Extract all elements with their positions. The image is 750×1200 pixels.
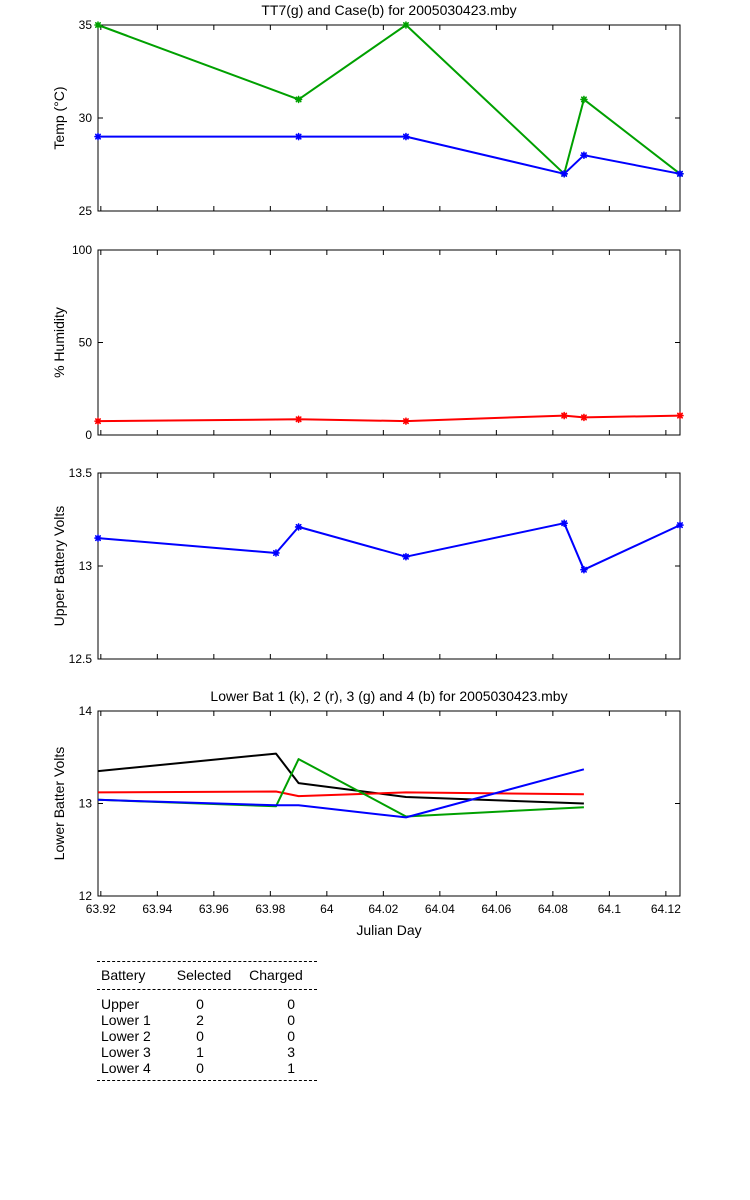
row-charged: 1 — [287, 1060, 295, 1076]
lower-battery-series-line-4 — [97, 768, 585, 819]
header-battery: Battery — [101, 967, 146, 983]
temperature-data-point — [402, 132, 410, 141]
table-row: Lower 1 2 0 — [97, 1012, 317, 1028]
x-tick-label: 64.1 — [598, 902, 622, 916]
humidity-data-point — [94, 417, 102, 425]
upper-battery-data-point — [94, 534, 102, 542]
x-tick-label: 64.08 — [538, 902, 568, 916]
upper-battery-data-point — [294, 523, 303, 531]
humidity-data-point — [560, 411, 568, 420]
humidity-chart: 0 50 100 % Humidity — [51, 243, 684, 442]
x-tick-label: 64.06 — [481, 902, 511, 916]
x-tick-label: 63.92 — [86, 902, 116, 916]
temperature-data-point — [94, 132, 102, 141]
temperature-data-point — [94, 21, 102, 29]
row-selected: 1 — [196, 1044, 204, 1060]
x-tick-label: 63.94 — [142, 902, 172, 916]
row-charged: 0 — [287, 996, 295, 1012]
humidity-y-axis-label: % Humidity — [51, 307, 67, 378]
lower-battery-series-line-1 — [97, 752, 584, 805]
y-tick-label: 35 — [79, 18, 93, 32]
row-selected: 0 — [196, 1060, 204, 1076]
upper-battery-data-point — [560, 519, 568, 528]
temperature-data-point — [402, 21, 410, 29]
y-tick-label: 13.5 — [69, 466, 93, 480]
row-battery: Lower 3 — [101, 1044, 151, 1060]
x-tick-label: 64.02 — [368, 902, 398, 916]
lower-battery-axes-frame — [97, 710, 681, 897]
y-tick-label: 12.5 — [69, 652, 93, 666]
temperature-axes-frame — [97, 24, 681, 212]
y-tick-label: 30 — [79, 111, 93, 125]
lower-battery-chart: 63.92 63.94 63.96 63.98 64 64.02 64.04 64.06 64.… — [51, 688, 681, 938]
temperature-chart: 25 30 35 TT7(g) and Case(b) for 2005030423.… — [51, 2, 684, 218]
upper-battery-y-axis-label: Upper Battery Volts — [51, 506, 67, 627]
humidity-data-point — [294, 415, 303, 424]
table-row: Upper 0 0 — [97, 996, 317, 1012]
y-tick-label: 14 — [79, 704, 93, 718]
temperature-y-axis-label: Temp (°C) — [51, 86, 67, 149]
battery-table: Battery Selected Charged Upper 0 0 Lower… — [97, 961, 317, 1081]
temperature-data-point — [560, 170, 568, 178]
humidity-data-point — [402, 417, 410, 425]
row-selected: 2 — [196, 1012, 204, 1028]
upper-battery-chart: 12.5 13 13.5 Upper Battery Volts — [51, 466, 684, 666]
lower-battery-title: Lower Bat 1 (k), 2 (r), 3 (g) and 4 (b) … — [210, 688, 567, 704]
table-row: Lower 4 0 1 — [97, 1060, 317, 1076]
temperature-data-point — [580, 151, 588, 159]
x-tick-label: 64.04 — [425, 902, 455, 916]
row-selected: 0 — [196, 1028, 204, 1044]
temperature-data-point — [676, 170, 684, 178]
y-tick-label: 0 — [85, 428, 92, 442]
lower-battery-x-axis-label: Julian Day — [356, 922, 421, 938]
y-tick-label: 50 — [79, 336, 93, 350]
table-header-row: Battery Selected Charged — [97, 962, 317, 989]
table-body: Upper 0 0 Lower 1 2 0 Lower 2 0 0 Lower … — [97, 990, 317, 1080]
temperature-data-point — [294, 132, 303, 141]
y-tick-label: 13 — [79, 559, 93, 573]
temperature-series-line-1 — [97, 24, 681, 175]
row-charged: 0 — [287, 1028, 295, 1044]
temperature-data-point — [294, 95, 303, 104]
temperature-data-point — [580, 95, 588, 104]
header-selected: Selected — [176, 967, 232, 983]
table-divider-mid — [97, 989, 317, 990]
row-charged: 3 — [287, 1044, 295, 1060]
lower-battery-series-line-2 — [97, 790, 584, 798]
row-battery: Lower 2 — [101, 1028, 151, 1044]
lower-battery-y-axis-label: Lower Batter Volts — [51, 747, 67, 861]
y-tick-label: 25 — [79, 204, 93, 218]
header-charged: Charged — [249, 967, 303, 983]
y-tick-label: 13 — [79, 797, 93, 811]
table-divider-bottom — [97, 1080, 317, 1081]
y-tick-label: 12 — [79, 889, 93, 903]
humidity-series-line-1 — [97, 414, 681, 423]
row-charged: 0 — [287, 1012, 295, 1028]
table-divider-top — [97, 961, 317, 962]
row-selected: 0 — [196, 996, 204, 1012]
x-tick-label: 63.98 — [255, 902, 285, 916]
table-row: Lower 3 1 3 — [97, 1044, 317, 1060]
temperature-series-line-2 — [98, 135, 681, 175]
humidity-data-point — [676, 411, 684, 420]
humidity-data-point — [580, 413, 588, 422]
upper-battery-data-point — [272, 549, 280, 557]
x-tick-label: 63.96 — [199, 902, 229, 916]
x-tick-label: 64.12 — [651, 902, 681, 916]
upper-battery-data-point — [580, 565, 588, 574]
row-battery: Upper — [101, 996, 140, 1012]
upper-battery-axes-frame — [97, 472, 681, 660]
temperature-title: TT7(g) and Case(b) for 2005030423.mby — [261, 2, 516, 18]
row-battery: Lower 1 — [101, 1012, 151, 1028]
humidity-axes-frame — [97, 249, 681, 436]
upper-battery-data-point — [402, 552, 410, 561]
x-tick-label: 64 — [320, 902, 334, 916]
table-row: Lower 2 0 0 — [97, 1028, 317, 1044]
upper-battery-data-point — [676, 521, 684, 529]
row-battery: Lower 4 — [101, 1060, 151, 1076]
y-tick-label: 100 — [72, 243, 92, 257]
upper-battery-series-line-1 — [97, 522, 681, 571]
